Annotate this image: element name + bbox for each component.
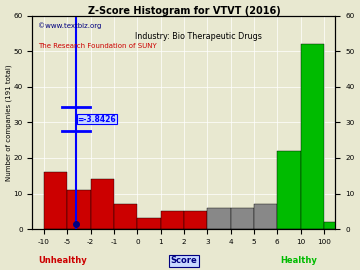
Bar [230, 208, 254, 229]
Text: Unhealthy: Unhealthy [39, 256, 87, 265]
Bar [207, 208, 230, 229]
Text: =-3.8426: =-3.8426 [77, 115, 116, 124]
Bar [91, 179, 114, 229]
Bar [184, 211, 207, 229]
Text: Industry: Bio Therapeutic Drugs: Industry: Bio Therapeutic Drugs [135, 32, 261, 41]
Text: The Research Foundation of SUNY: The Research Foundation of SUNY [39, 43, 157, 49]
Bar [301, 44, 324, 229]
Bar [114, 204, 137, 229]
Bar [161, 211, 184, 229]
Bar [277, 151, 301, 229]
Bar [254, 204, 277, 229]
Text: ©www.textbiz.org: ©www.textbiz.org [39, 22, 102, 29]
Bar [67, 190, 91, 229]
Text: Healthy: Healthy [281, 256, 318, 265]
Bar [324, 222, 350, 229]
Text: Score: Score [171, 256, 197, 265]
Bar [44, 172, 67, 229]
Y-axis label: Number of companies (191 total): Number of companies (191 total) [5, 64, 12, 181]
Bar [137, 218, 161, 229]
Title: Z-Score Histogram for VTVT (2016): Z-Score Histogram for VTVT (2016) [87, 6, 280, 16]
